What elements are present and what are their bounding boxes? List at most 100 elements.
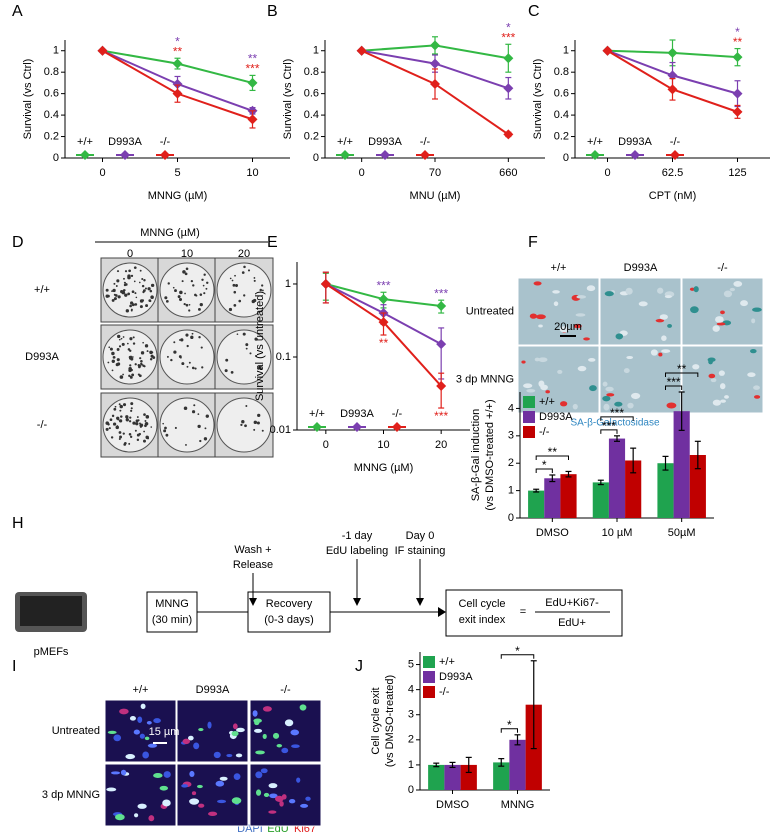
colony: [119, 409, 122, 412]
cell: [535, 314, 546, 320]
legend-label: -/-: [392, 408, 403, 420]
colony: [188, 303, 191, 306]
colony: [127, 292, 131, 296]
colony: [115, 363, 119, 367]
marker: [80, 150, 90, 160]
scale-bar-label: 15 µm: [149, 726, 180, 738]
cell: [729, 287, 736, 292]
colony: [136, 416, 139, 418]
marker: [320, 278, 331, 289]
colony: [184, 272, 188, 276]
denominator: EdU+: [558, 617, 586, 629]
colony: [118, 345, 122, 348]
legend-label: +/+: [539, 396, 555, 408]
colony: [105, 421, 110, 425]
cell: [712, 399, 721, 406]
colony: [203, 273, 206, 276]
marker: [380, 150, 390, 160]
colony: [129, 364, 132, 367]
cell: [715, 316, 724, 323]
legend-label: -/-: [439, 686, 450, 698]
column-label: 10: [181, 248, 193, 260]
legend-label: +/+: [77, 136, 93, 148]
significance: *: [735, 25, 740, 39]
colony: [118, 419, 123, 423]
colony: [165, 433, 169, 437]
y-axis-label: (vs DMSO-treated): [384, 675, 396, 767]
colony: [229, 277, 232, 280]
colony: [170, 358, 173, 362]
x-tick-label: 62.5: [662, 167, 683, 179]
colony: [130, 407, 133, 410]
colony: [116, 270, 120, 273]
bar: [544, 478, 561, 518]
colony: [179, 356, 182, 359]
colony: [120, 337, 123, 340]
colony: [178, 339, 181, 341]
step-text: Release: [233, 559, 273, 571]
colony: [194, 367, 197, 370]
cell: [281, 747, 289, 754]
x-tick-label: 10: [246, 167, 258, 179]
y-tick-label: 1: [408, 759, 414, 771]
marker: [732, 106, 743, 117]
dish: [159, 329, 215, 385]
bar: [560, 474, 577, 518]
cell: [658, 352, 663, 357]
colony: [135, 296, 138, 299]
cell: [750, 349, 757, 354]
cell: [740, 300, 748, 307]
colony: [247, 269, 251, 272]
cell: [217, 799, 227, 804]
colony: [133, 280, 136, 283]
colony: [122, 403, 127, 407]
recovery-box: [247, 591, 331, 633]
cell: [602, 381, 608, 387]
significance: **: [379, 336, 389, 350]
colony: [191, 410, 196, 414]
colony: [144, 344, 149, 348]
colony: [128, 374, 131, 378]
cell: [583, 337, 590, 341]
colony: [128, 368, 132, 373]
y-tick-label: 1: [53, 45, 59, 57]
colony: [111, 359, 115, 363]
x-tick-label: 10 µM: [602, 527, 633, 539]
x-tick-label: 70: [429, 167, 441, 179]
stain-label: SA-β-Galactosidase: [570, 418, 660, 429]
colony: [128, 442, 131, 445]
colony: [254, 337, 258, 341]
legend-label: +/+: [337, 136, 353, 148]
colony: [179, 290, 183, 295]
significance: ***: [376, 278, 390, 292]
cell: [589, 385, 597, 392]
cell: [545, 390, 550, 394]
colony: [191, 332, 194, 335]
y-tick-label: 1: [285, 278, 291, 290]
colony: [178, 298, 183, 302]
recovery-text: Recovery: [266, 598, 313, 610]
colony: [147, 287, 151, 291]
marker: [378, 294, 389, 305]
colony: [253, 428, 256, 431]
legend-label: D993A: [539, 411, 573, 423]
significance-bracket: [600, 416, 634, 421]
colony: [162, 422, 164, 425]
colony: [134, 303, 138, 306]
colony: [143, 413, 146, 416]
y-tick-label: 1: [508, 485, 514, 497]
significance: *: [507, 718, 512, 732]
plate-wells: [20, 596, 82, 626]
cell: [666, 402, 677, 409]
colony: [143, 439, 146, 443]
colony: [242, 332, 246, 336]
colony: [129, 349, 132, 353]
significance: **: [548, 445, 558, 459]
significance: ***: [434, 286, 448, 300]
cell: [602, 395, 611, 402]
colony: [149, 300, 152, 303]
colony: [125, 309, 129, 313]
colony: [131, 373, 135, 377]
colony: [190, 279, 194, 283]
colony: [122, 336, 125, 338]
